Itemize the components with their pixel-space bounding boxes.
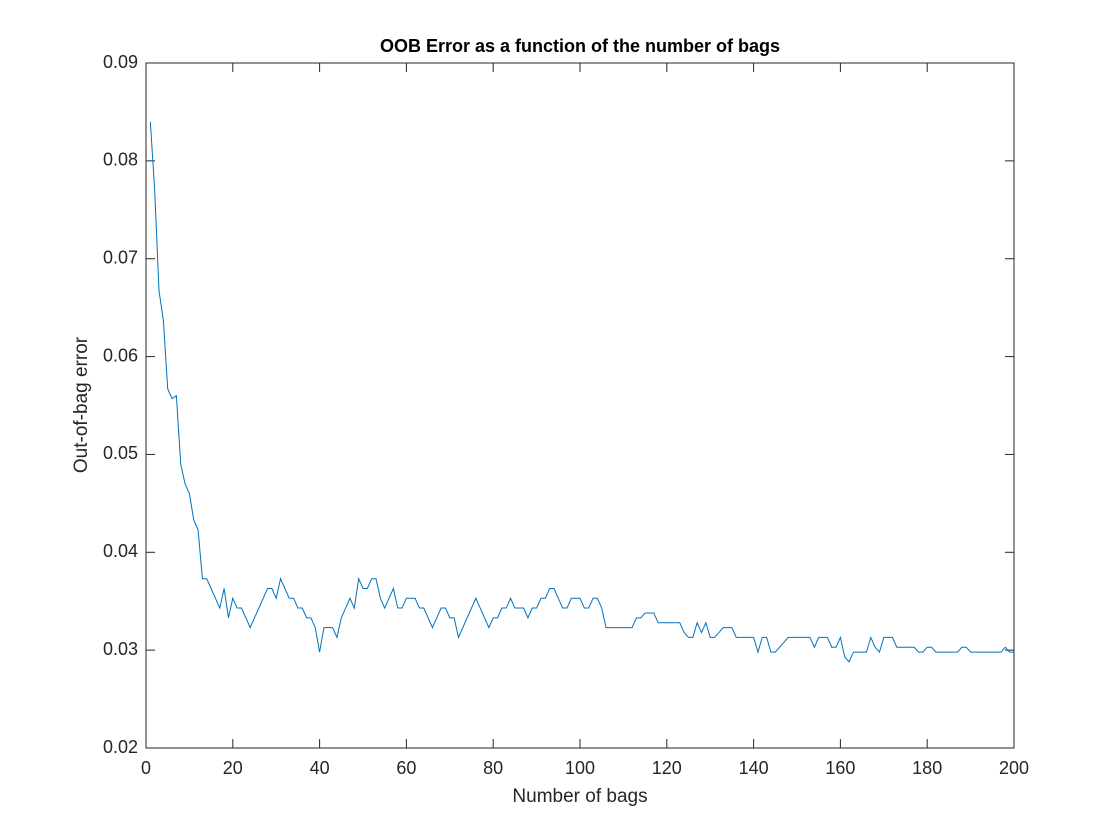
y-axis-label: Out-of-bag error [71,336,92,473]
x-tick-label: 20 [223,758,243,778]
plot-box [145,62,1015,749]
y-tick-label: 0.07 [103,247,138,267]
x-axis-label: Number of bags [512,786,647,807]
x-tick-label: 60 [396,758,416,778]
x-tick-label: 140 [739,758,769,778]
y-tick-label: 0.02 [103,737,138,757]
x-tick-label: 100 [565,758,595,778]
y-tick-label: 0.04 [103,541,138,561]
x-tick-label: 180 [912,758,942,778]
y-tick-label: 0.09 [103,52,138,72]
x-tick-label: 0 [141,758,151,778]
x-tick-label: 80 [483,758,503,778]
y-tick-label: 0.03 [103,639,138,659]
x-tick-label: 200 [999,758,1029,778]
x-tick-label: 160 [825,758,855,778]
y-tick-label: 0.06 [103,345,138,365]
chart-title: OOB Error as a function of the number of… [380,36,780,56]
series-line [149,121,1014,663]
y-tick-label: 0.08 [103,150,138,170]
x-tick-label: 120 [652,758,682,778]
x-tick-label: 40 [310,758,330,778]
y-tick-label: 0.05 [103,443,138,463]
